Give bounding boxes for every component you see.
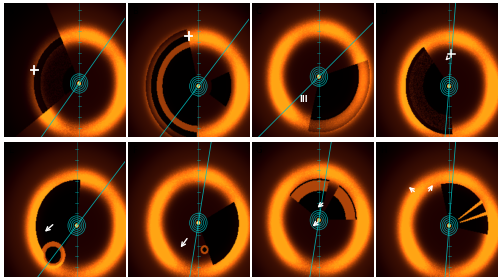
Text: C: C [256,7,262,16]
Text: A: A [8,7,14,16]
Circle shape [448,224,451,227]
Circle shape [78,81,81,85]
Text: H: H [380,146,386,155]
Circle shape [317,218,320,222]
Circle shape [448,84,451,88]
Text: F: F [132,146,136,155]
Circle shape [317,75,320,79]
Text: E: E [8,146,13,155]
Text: D: D [380,7,386,16]
Circle shape [75,224,78,227]
Circle shape [196,84,200,88]
Text: G: G [256,146,262,155]
Text: III: III [299,95,308,104]
Circle shape [196,221,200,225]
Text: B: B [132,7,138,16]
